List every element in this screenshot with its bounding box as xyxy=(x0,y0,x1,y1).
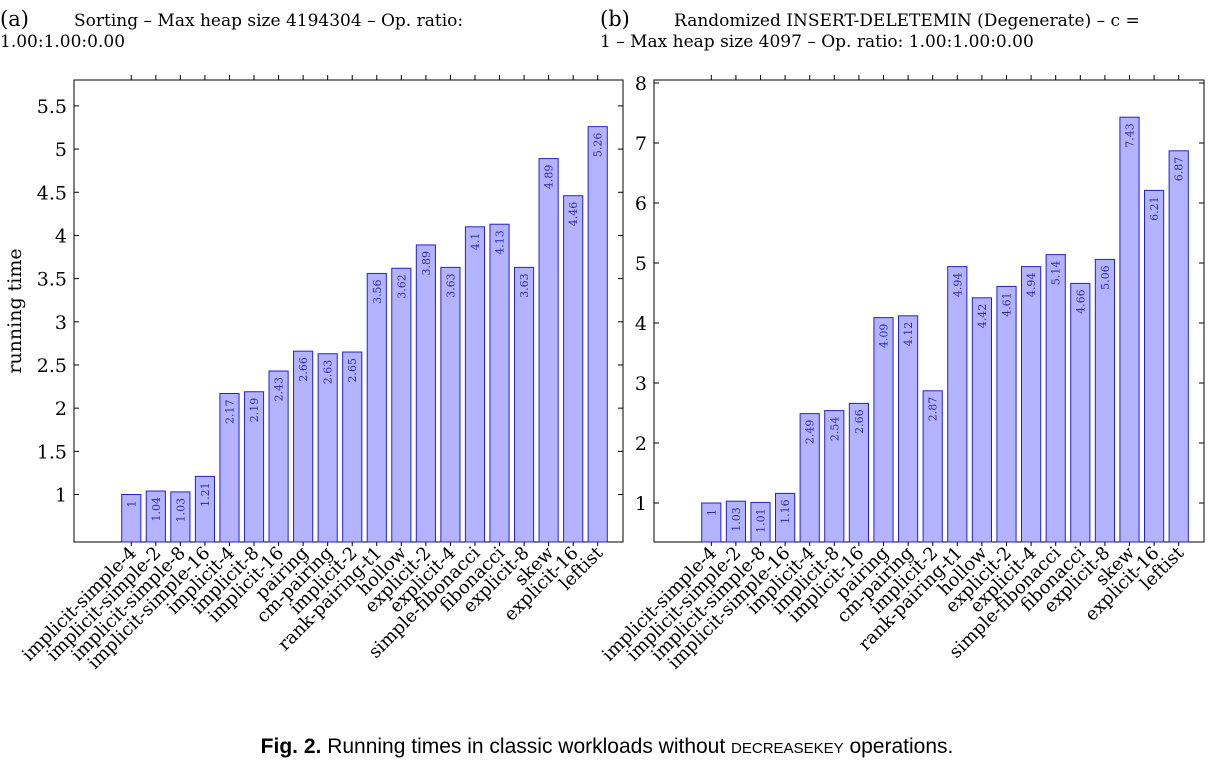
y-tick-label: 1 xyxy=(55,485,67,507)
bar xyxy=(1094,258,1115,543)
bar xyxy=(514,266,535,543)
y-tick-label: 2 xyxy=(55,398,67,420)
bar xyxy=(1119,116,1140,543)
y-tick-label: 6 xyxy=(635,193,647,215)
caption-text-after: operations. xyxy=(849,735,954,758)
bar xyxy=(947,266,968,543)
bar-value-label: 5.14 xyxy=(1050,261,1063,286)
bar-value-label: 2.87 xyxy=(927,397,940,422)
bar-value-label: 7.43 xyxy=(1124,123,1137,148)
bar-value-label: 3.56 xyxy=(371,279,384,304)
bar-value-label: 1.04 xyxy=(150,497,163,522)
bar-value-label: 2.19 xyxy=(248,398,261,423)
bar-value-label: 3.63 xyxy=(518,273,531,298)
y-tick-label: 8 xyxy=(635,73,647,95)
bar-value-label: 2.66 xyxy=(297,357,310,382)
bar-value-label: 4.13 xyxy=(494,230,507,255)
y-tick-label: 1.5 xyxy=(37,441,67,463)
bar xyxy=(366,272,387,543)
bar-value-label: 4.12 xyxy=(902,322,915,347)
bar-value-label: 6.21 xyxy=(1148,196,1161,221)
bar-value-label: 6.87 xyxy=(1173,157,1186,182)
bar-value-label: 4.42 xyxy=(976,304,989,329)
bar xyxy=(415,244,436,543)
y-tick-label: 4 xyxy=(635,313,647,335)
bar-value-label: 2.49 xyxy=(804,420,817,445)
chart-title-line: Sorting – Max heap size 4194304 – Op. ra… xyxy=(74,11,463,31)
bar-value-label: 2.66 xyxy=(853,409,866,434)
bar-value-label: 1 xyxy=(705,509,718,516)
bar xyxy=(1070,282,1091,543)
bar xyxy=(1021,266,1042,543)
bar xyxy=(1168,150,1189,543)
y-tick-label: 4 xyxy=(55,225,67,247)
bar-value-label: 3.63 xyxy=(444,273,457,298)
y-tick-label: 2.5 xyxy=(37,355,67,377)
chart-title-line: 1.00:1.00:0.00 xyxy=(0,32,125,52)
bar-value-label: 4.09 xyxy=(878,324,891,349)
bar xyxy=(971,297,992,543)
panel-a: (a) Sorting – Max heap size 4194304 – Op.… xyxy=(0,7,624,674)
y-axis-label: running time xyxy=(4,248,26,373)
bar-value-label: 1.16 xyxy=(779,499,792,524)
bar-value-label: 2.17 xyxy=(223,399,236,424)
bar xyxy=(898,315,919,543)
bar xyxy=(538,158,559,543)
bar-value-label: 1 xyxy=(125,501,138,508)
y-tick-label: 3 xyxy=(635,373,647,395)
panel-b: (b) Randomized INSERT-DELETEMIN (Degenera… xyxy=(598,7,1205,674)
bar xyxy=(1144,189,1165,543)
bar-value-label: 4.61 xyxy=(1001,292,1014,317)
y-tick-label: 2 xyxy=(635,433,647,455)
caption-text-before: Running times in classic workloads witho… xyxy=(327,735,726,758)
y-tick-label: 4.5 xyxy=(37,182,67,204)
bar xyxy=(563,195,584,543)
bar-value-label: 4.89 xyxy=(543,165,556,190)
bar-value-label: 2.43 xyxy=(273,377,286,402)
bar-value-label: 1.03 xyxy=(730,507,743,532)
y-tick-label: 7 xyxy=(635,133,647,155)
y-tick-label: 5.5 xyxy=(37,96,67,118)
bar-value-label: 1.01 xyxy=(755,508,768,533)
panel-label: (b) xyxy=(600,7,630,31)
bar xyxy=(489,223,510,543)
figure-caption: Fig. 2. Running times in classic workloa… xyxy=(0,735,1214,759)
y-tick-label: 3.5 xyxy=(37,269,67,291)
bar xyxy=(440,266,461,543)
caption-smallcaps: decreasekey xyxy=(731,735,844,758)
y-tick-label: 5 xyxy=(55,139,67,161)
chart-title-line: Randomized INSERT-DELETEMIN (Degenerate)… xyxy=(674,11,1140,31)
bar xyxy=(996,285,1017,543)
bar-value-label: 4.94 xyxy=(951,273,964,298)
bar-value-label: 1.03 xyxy=(174,498,187,523)
bar-value-label: 5.06 xyxy=(1099,265,1112,290)
panel-label: (a) xyxy=(0,7,29,31)
bar-value-label: 3.62 xyxy=(395,274,408,299)
bar-value-label: 2.63 xyxy=(322,360,335,385)
chart-title-line: 1 – Max heap size 4097 – Op. ratio: 1.00… xyxy=(600,32,1034,52)
bar xyxy=(701,502,722,543)
bar-value-label: 1.21 xyxy=(199,482,212,507)
y-tick-label: 1 xyxy=(635,493,647,515)
bar xyxy=(464,226,486,543)
bar xyxy=(587,126,608,543)
bar-value-label: 2.65 xyxy=(346,358,359,383)
bar-value-label: 4.94 xyxy=(1025,273,1038,298)
bar-value-label: 4.46 xyxy=(567,202,580,227)
bar-value-label: 2.54 xyxy=(828,417,841,442)
y-tick-label: 3 xyxy=(55,312,67,334)
bar-value-label: 4.1 xyxy=(469,233,482,251)
caption-fig-label: Fig. 2. xyxy=(260,735,322,758)
y-tick-label: 5 xyxy=(635,253,647,275)
bar-value-label: 5.26 xyxy=(592,133,605,158)
bar xyxy=(391,267,412,543)
bar xyxy=(1045,254,1066,543)
bar-value-label: 3.89 xyxy=(420,251,433,276)
bar xyxy=(873,317,894,543)
bar-value-label: 4.66 xyxy=(1074,289,1087,314)
